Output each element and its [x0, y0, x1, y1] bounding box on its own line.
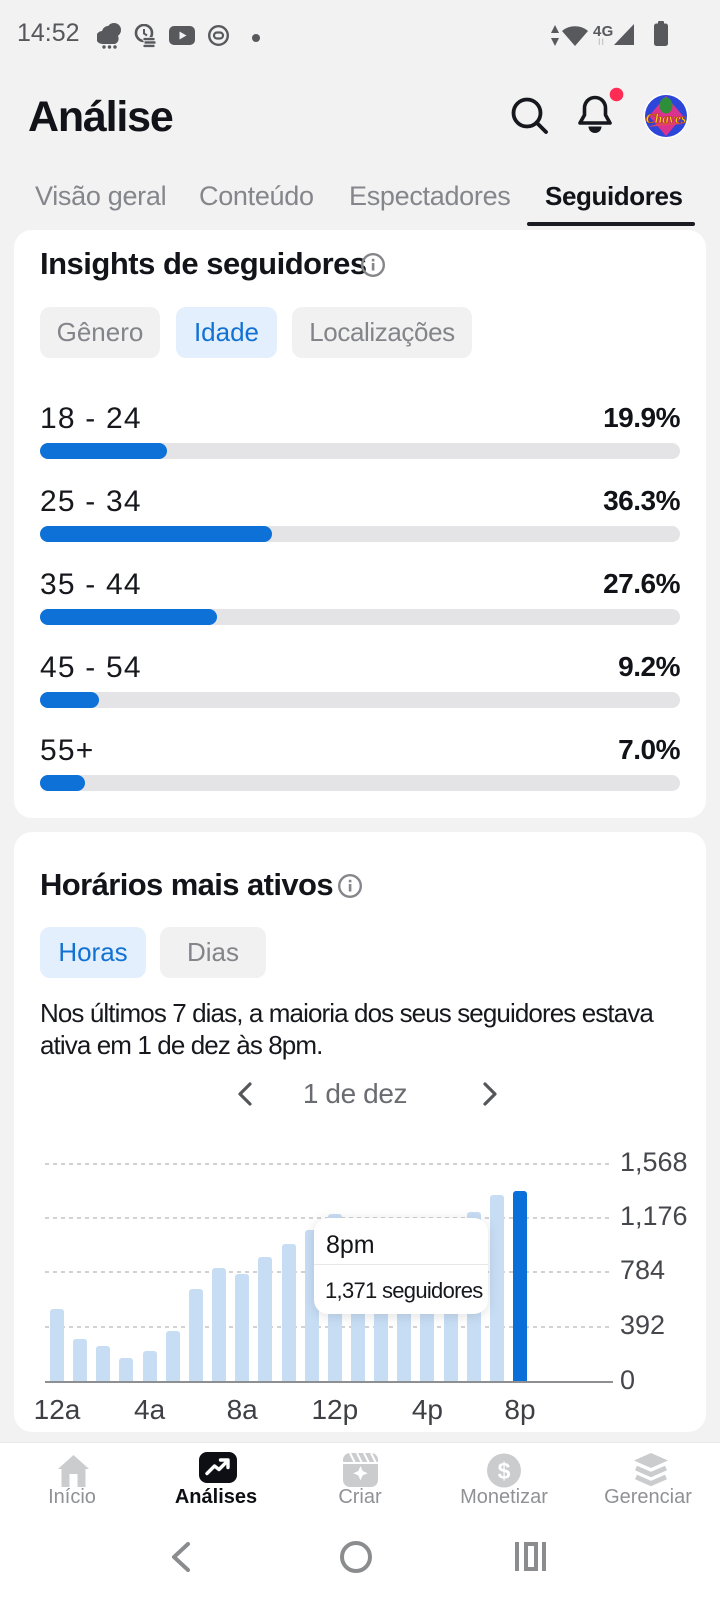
- svg-text:$: $: [498, 1458, 511, 1484]
- svg-text:Chaves: Chaves: [646, 111, 687, 126]
